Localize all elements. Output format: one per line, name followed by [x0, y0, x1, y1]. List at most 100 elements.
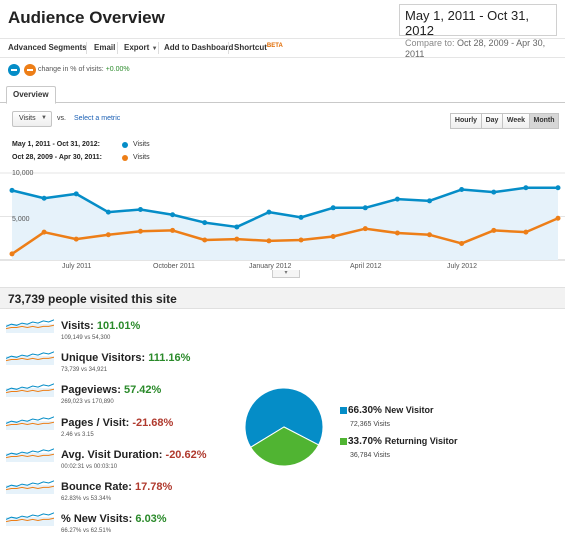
- metric-title: Unique Visitors: 111.16%: [61, 352, 190, 364]
- legend-swatch-returning-visitor: [340, 438, 347, 445]
- advanced-segments-button[interactable]: Advanced Segments: [8, 43, 87, 52]
- email-button[interactable]: Email: [94, 43, 116, 52]
- metric-detail: 66.27% vs 62.51%: [61, 528, 112, 534]
- metric-detail: 109,149 vs 54,300: [61, 335, 111, 341]
- sparkline: [6, 480, 54, 494]
- segment-change-label: change in % of visits:: [38, 66, 104, 73]
- shortcut-label: Shortcut: [234, 43, 267, 52]
- pie-chart-svg: [244, 387, 324, 467]
- metric-title: Bounce Rate: 17.78%: [61, 481, 172, 493]
- metric-detail: 00:02:31 vs 00:03:10: [61, 464, 118, 470]
- x-tick-label: July 2011: [62, 263, 92, 270]
- export-label: Export: [124, 43, 150, 52]
- sparkline-current: [6, 416, 54, 424]
- metric-new-visits[interactable]: % New Visits: 6.03% 66.27% vs 62.51%: [6, 510, 246, 540]
- tab-bar: Overview: [0, 84, 565, 104]
- legend-new-visitor: 66.30% New Visitor: [348, 405, 434, 416]
- compare-prefix: Compare to:: [405, 38, 455, 48]
- metric-label: Pages / Visit:: [61, 417, 130, 429]
- toolbar-divider: [117, 42, 118, 54]
- legend-series-previous: Visits: [133, 154, 150, 161]
- series-line-previous-point: [298, 237, 304, 243]
- segment-previous-icon[interactable]: [24, 64, 36, 76]
- summary-headline: 73,739 people visited this site: [8, 292, 177, 306]
- metric-title: Pages / Visit: -21.68%: [61, 417, 173, 429]
- chevron-down-icon: ▼: [41, 115, 47, 121]
- summary-bar: 73,739 people visited this site: [0, 287, 565, 309]
- sparkline-previous: [6, 453, 54, 459]
- metric-detail: 2.46 vs 3.15: [61, 432, 94, 438]
- shortcut-button[interactable]: ShortcutBETA: [234, 43, 283, 52]
- granularity-day-button[interactable]: Day: [481, 113, 503, 129]
- metric-title: Pageviews: 57.42%: [61, 384, 161, 396]
- segment-change-text: change in % of visits: +0.00%: [38, 66, 130, 73]
- metric-bounce-rate[interactable]: Bounce Rate: 17.78% 62.83% vs 53.34%: [6, 478, 246, 508]
- metric-change: 6.03%: [135, 513, 167, 525]
- series-line-previous-point: [234, 236, 240, 242]
- metric-label: Unique Visitors:: [61, 352, 146, 364]
- legend-period-previous: Oct 28, 2009 - Apr 30, 2011:: [12, 154, 103, 161]
- new-visitor-label: New Visitor: [384, 405, 434, 415]
- metric-dropdown-value: Visits: [19, 115, 36, 122]
- metric-label: Bounce Rate:: [61, 481, 132, 493]
- metric-label: Visits:: [61, 320, 94, 332]
- toolbar-divider: [86, 42, 87, 54]
- select-metric-link[interactable]: Select a metric: [74, 115, 121, 122]
- tab-overview[interactable]: Overview: [6, 86, 56, 104]
- sparkline-area: [6, 324, 54, 333]
- export-button[interactable]: Export ▼: [124, 43, 158, 52]
- metric-dropdown[interactable]: Visits ▼: [12, 111, 52, 127]
- metric-pages-per-visit[interactable]: Pages / Visit: -21.68% 2.46 vs 3.15: [6, 414, 246, 444]
- series-line-previous-point: [202, 237, 208, 243]
- sparkline-area: [6, 421, 54, 430]
- series-line-previous-point: [105, 232, 111, 238]
- series-line-current-point: [202, 220, 208, 226]
- series-line-current-point: [137, 207, 143, 213]
- segment-current-icon[interactable]: [8, 64, 20, 76]
- series-line-current: [11, 186, 558, 229]
- sparkline-previous: [6, 421, 54, 427]
- compare-dates: Oct 28, 2009 - Apr 30, 2011: [405, 38, 546, 59]
- series-line-previous-point: [41, 229, 47, 235]
- sparkline-area: [6, 453, 54, 462]
- new-visitor-percent: 66.30%: [348, 405, 382, 416]
- sparkline-previous: [6, 485, 54, 491]
- metric-label: Avg. Visit Duration:: [61, 449, 163, 461]
- pie-slice-returning-visitor[interactable]: [249, 426, 320, 467]
- metric-label: Pageviews:: [61, 384, 121, 396]
- metric-label: % New Visits:: [61, 513, 133, 525]
- pie-slice-new-visitor[interactable]: [244, 387, 324, 448]
- report-toolbar: Advanced Segments Email Export ▼ Add to …: [0, 38, 565, 58]
- sparkline-current: [6, 512, 54, 520]
- metric-detail: 269,023 vs 170,890: [61, 399, 114, 405]
- series-line-current-point: [234, 224, 240, 230]
- series-line-current-point: [523, 185, 529, 191]
- series-line-current-point: [9, 187, 15, 193]
- granularity-month-button[interactable]: Month: [529, 113, 559, 129]
- beta-badge: BETA: [266, 43, 283, 49]
- date-range-picker[interactable]: May 1, 2011 - Oct 31, 2012 Compare to: O…: [399, 4, 557, 59]
- metric-visits[interactable]: Visits: 101.01% 109,149 vs 54,300: [6, 317, 246, 347]
- metric-change: 101.01%: [96, 320, 141, 332]
- new-visitor-count: 72,365 Visits: [350, 421, 390, 428]
- add-to-dashboard-button[interactable]: Add to Dashboard: [164, 43, 234, 52]
- metric-title: % New Visits: 6.03%: [61, 513, 167, 525]
- metric-unique-visitors[interactable]: Unique Visitors: 111.16% 73,739 vs 34,92…: [6, 349, 246, 379]
- page-title: Audience Overview: [8, 8, 165, 27]
- metric-avg-visit-duration[interactable]: Avg. Visit Duration: -20.62% 00:02:31 vs…: [6, 446, 246, 476]
- series-line-current-point: [266, 209, 272, 215]
- series-line-previous-point: [9, 251, 15, 257]
- series-line-current-point: [555, 185, 561, 191]
- visitor-type-pie-chart[interactable]: [244, 387, 324, 467]
- series-line-current-point: [73, 191, 79, 197]
- metric-change: 17.78%: [134, 481, 173, 493]
- x-tick-label: April 2012: [350, 263, 382, 270]
- sparkline: [6, 351, 54, 365]
- chart-resize-handle[interactable]: ▾: [272, 270, 300, 278]
- granularity-week-button[interactable]: Week: [502, 113, 530, 129]
- granularity-hourly-button[interactable]: Hourly: [450, 113, 482, 129]
- returning-visitor-count: 36,784 Visits: [350, 452, 390, 459]
- metric-pageviews[interactable]: Pageviews: 57.42% 269,023 vs 170,890: [6, 381, 246, 411]
- visits-line-chart[interactable]: [0, 168, 565, 280]
- metric-change: -21.68%: [132, 417, 174, 429]
